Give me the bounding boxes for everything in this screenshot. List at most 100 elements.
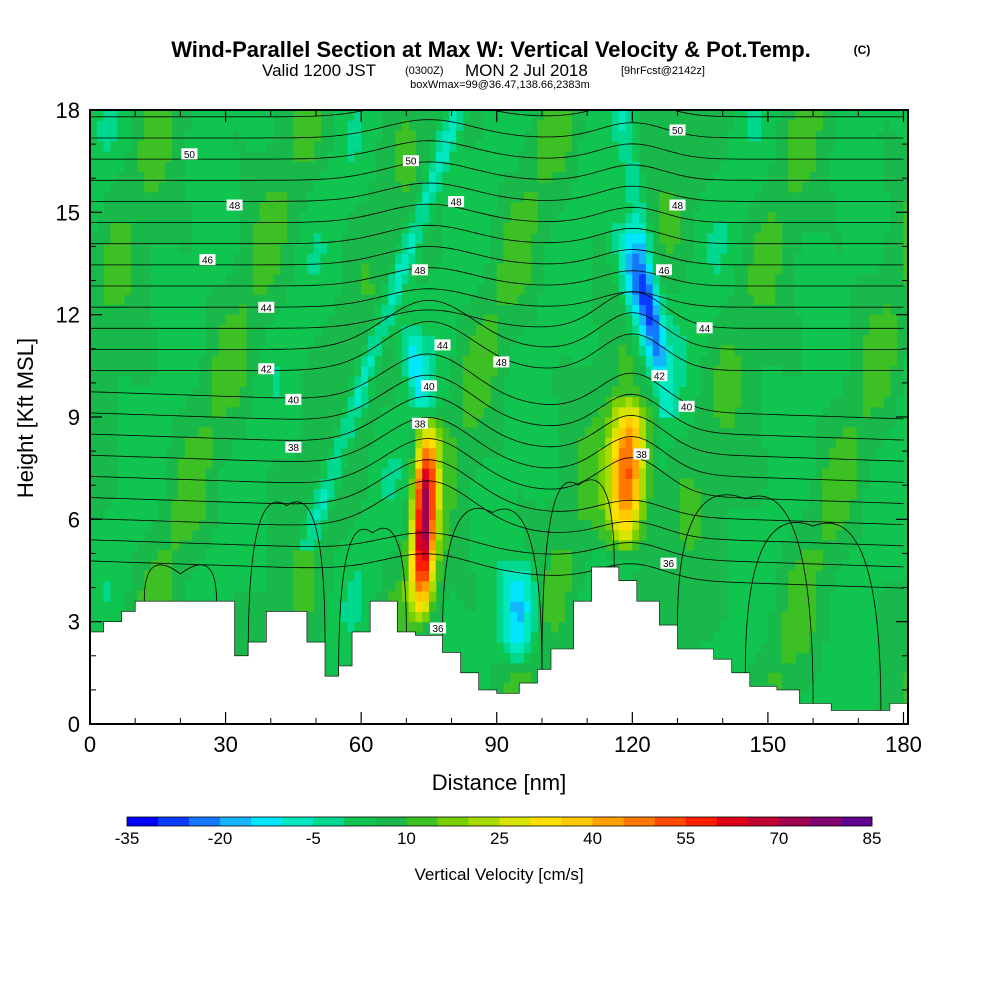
velocity-cell	[612, 396, 620, 408]
velocity-cell	[110, 509, 118, 520]
velocity-cell	[483, 324, 491, 336]
velocity-cell	[90, 120, 98, 131]
velocity-cell	[693, 294, 701, 305]
velocity-cell	[713, 284, 722, 295]
velocity-cell	[252, 560, 261, 572]
velocity-cell	[530, 488, 538, 500]
velocity-cell	[801, 365, 810, 377]
velocity-cell	[788, 621, 796, 633]
velocity-cell	[218, 140, 227, 152]
velocity-cell	[537, 386, 545, 398]
velocity-cell	[761, 621, 769, 633]
velocity-cell	[374, 550, 383, 561]
velocity-cell	[795, 150, 803, 162]
velocity-cell	[706, 232, 715, 244]
contour-label: 40	[285, 393, 302, 406]
velocity-cell	[225, 212, 233, 224]
velocity-cell	[639, 427, 647, 438]
velocity-cell	[584, 591, 593, 602]
velocity-cell	[212, 539, 220, 551]
velocity-cell	[713, 642, 722, 653]
velocity-cell	[415, 601, 423, 612]
velocity-cell	[117, 110, 125, 121]
velocity-cell	[157, 324, 166, 336]
velocity-cell	[435, 417, 444, 428]
velocity-cell	[801, 324, 810, 336]
velocity-cell	[503, 560, 511, 572]
velocity-cell	[503, 294, 511, 305]
velocity-cell	[605, 437, 613, 449]
velocity-cell	[842, 263, 850, 275]
velocity-cell	[693, 284, 701, 295]
velocity-cell	[666, 417, 674, 428]
velocity-cell	[605, 222, 613, 234]
velocity-cell	[523, 222, 532, 234]
velocity-cell	[415, 621, 423, 633]
velocity-cell	[171, 376, 179, 387]
velocity-cell	[415, 304, 423, 316]
velocity-cell	[503, 642, 511, 653]
velocity-cell	[876, 212, 884, 224]
velocity-cell	[496, 150, 505, 162]
velocity-cell	[401, 130, 410, 142]
velocity-cell	[761, 222, 769, 234]
velocity-cell	[849, 243, 857, 254]
velocity-cell	[340, 611, 349, 623]
velocity-cell	[225, 253, 233, 265]
velocity-cell	[503, 478, 511, 490]
velocity-cell	[496, 263, 505, 275]
velocity-cell	[151, 580, 159, 592]
velocity-cell	[510, 273, 518, 285]
velocity-cell	[754, 284, 762, 295]
velocity-cell	[334, 621, 342, 633]
velocity-cell	[530, 222, 538, 234]
velocity-cell	[517, 376, 525, 387]
velocity-cell	[612, 110, 620, 121]
velocity-cell	[828, 181, 837, 193]
velocity-cell	[90, 611, 98, 623]
velocity-cell	[571, 304, 579, 316]
velocity-cell	[456, 253, 464, 265]
velocity-cell	[212, 376, 220, 387]
velocity-cell	[90, 212, 98, 224]
velocity-cell	[686, 529, 694, 541]
velocity-cell	[198, 130, 206, 142]
velocity-cell	[117, 457, 125, 469]
velocity-cell	[381, 509, 389, 520]
velocity-cell	[639, 253, 647, 265]
velocity-cell	[510, 294, 518, 305]
velocity-cell	[456, 611, 464, 623]
velocity-cell	[178, 509, 186, 520]
velocity-cell	[591, 222, 599, 234]
velocity-cell	[395, 509, 403, 520]
velocity-cell	[591, 171, 599, 183]
velocity-cell	[734, 120, 742, 131]
velocity-cell	[401, 621, 410, 633]
velocity-cell	[889, 335, 898, 346]
velocity-cell	[435, 560, 444, 572]
velocity-cell	[618, 447, 627, 459]
velocity-cell	[354, 621, 362, 633]
velocity-cell	[673, 335, 681, 346]
velocity-cell	[842, 693, 850, 705]
velocity-cell	[144, 457, 152, 469]
velocity-cell	[639, 335, 647, 346]
velocity-cell	[415, 396, 423, 408]
velocity-cell	[842, 140, 850, 152]
velocity-cell	[510, 591, 518, 602]
velocity-cell	[212, 212, 220, 224]
velocity-cell	[212, 560, 220, 572]
velocity-cell	[103, 570, 111, 582]
velocity-cell	[395, 324, 403, 336]
velocity-cell	[415, 468, 423, 479]
velocity-cell	[395, 304, 403, 316]
velocity-cell	[490, 621, 498, 633]
velocity-cell	[347, 110, 355, 121]
velocity-cell	[198, 161, 206, 172]
velocity-cell	[103, 171, 111, 183]
velocity-cell	[862, 130, 871, 142]
velocity-cell	[639, 263, 647, 275]
velocity-cell	[578, 304, 586, 316]
velocity-cell	[869, 672, 877, 684]
velocity-cell	[544, 284, 552, 295]
